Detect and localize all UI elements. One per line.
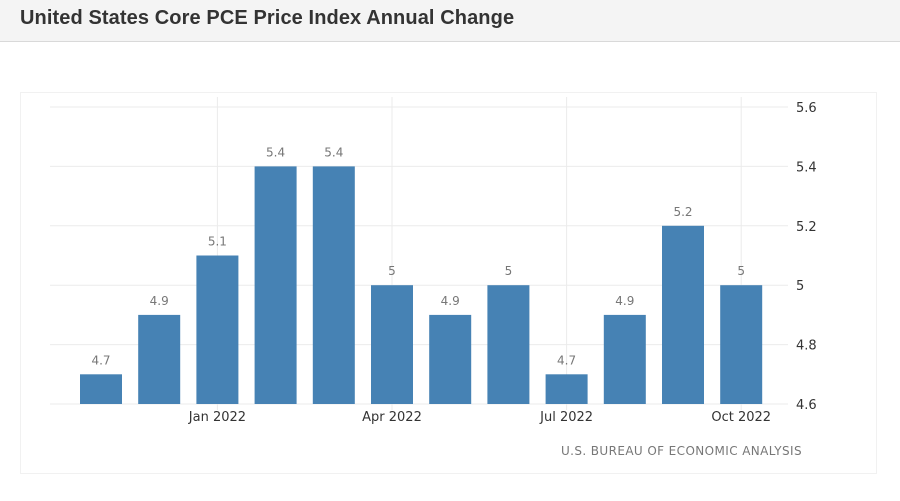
bar[interactable]	[138, 314, 181, 404]
bar[interactable]	[196, 255, 239, 405]
x-tick-label: Jan 2022	[188, 410, 246, 425]
data-label: 5.4	[266, 145, 285, 159]
bar[interactable]	[720, 285, 763, 404]
bar[interactable]	[545, 374, 588, 404]
header-bar: United States Core PCE Price Index Annua…	[0, 0, 900, 42]
y-tick-label: 5.6	[796, 101, 817, 116]
source-label: U.S. BUREAU OF ECONOMIC ANALYSIS	[560, 444, 802, 458]
data-label: 4.9	[615, 294, 634, 308]
x-tick-label: Apr 2022	[362, 410, 422, 425]
x-tick-label: Oct 2022	[711, 410, 771, 425]
data-label: 5	[737, 264, 745, 278]
data-label: 5	[505, 264, 513, 278]
bar[interactable]	[371, 285, 413, 404]
data-label: 4.9	[150, 294, 169, 308]
data-label: 5.1	[208, 235, 227, 249]
y-tick-label: 5.4	[796, 160, 817, 175]
y-tick-label: 5	[796, 279, 804, 294]
x-tick-label: Jul 2022	[539, 410, 593, 425]
data-label: 4.7	[91, 353, 110, 367]
bar[interactable]	[662, 225, 704, 404]
y-tick-label: 4.6	[796, 398, 817, 413]
data-label: 4.9	[441, 294, 460, 308]
bar[interactable]	[312, 166, 355, 404]
y-tick-label: 4.8	[796, 339, 817, 354]
bar[interactable]	[429, 314, 472, 404]
y-axis-ticks: 4.6 4.8 5 5.2 5.4 5.6	[796, 101, 817, 413]
data-labels: 4.7 4.9 5.1 5.4 5.4 5 4.9 5 4.7 4.9 5.2 5	[91, 145, 745, 367]
data-label: 4.7	[557, 353, 576, 367]
y-tick-label: 5.2	[796, 220, 817, 235]
x-axis-ticks: Jan 2022 Apr 2022 Jul 2022 Oct 2022	[188, 410, 771, 425]
data-label: 5.2	[673, 205, 692, 219]
bars	[80, 166, 763, 405]
bar[interactable]	[254, 166, 297, 404]
data-label: 5	[388, 264, 396, 278]
chart-panel	[20, 92, 877, 474]
bar[interactable]	[487, 285, 530, 404]
bar[interactable]	[80, 374, 122, 404]
page-title: United States Core PCE Price Index Annua…	[20, 7, 515, 29]
data-label: 5.4	[324, 145, 343, 159]
bar[interactable]	[603, 314, 646, 404]
